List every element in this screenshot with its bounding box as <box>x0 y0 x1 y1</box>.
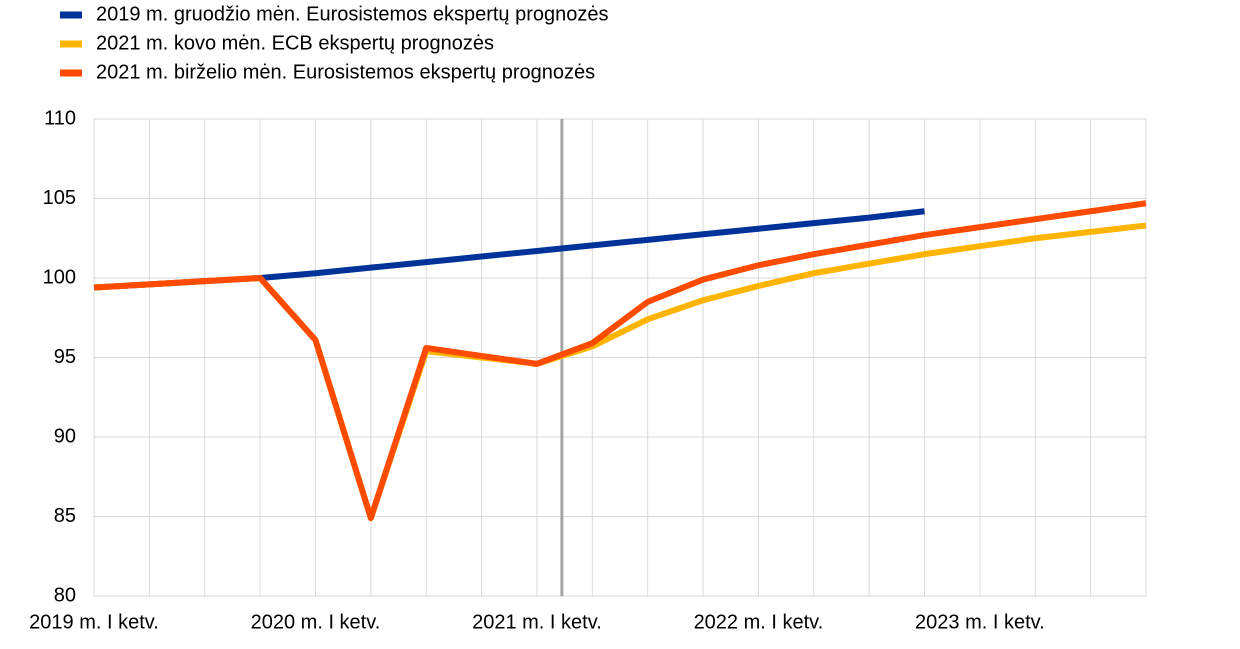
y-tick-label: 105 <box>43 187 76 209</box>
y-tick-label: 100 <box>43 266 76 288</box>
y-tick-label: 90 <box>54 425 76 447</box>
legend-label: 2021 m. kovo mėn. ECB ekspertų prognozės <box>96 32 494 54</box>
x-tick-label: 2022 m. I ketv. <box>694 611 824 633</box>
y-tick-label: 95 <box>54 346 76 368</box>
y-tick-label: 110 <box>44 107 76 129</box>
x-tick-label: 2021 m. I ketv. <box>472 611 602 633</box>
legend-swatch <box>60 40 82 48</box>
y-tick-label: 80 <box>54 584 76 606</box>
legend-label: 2021 m. birželio mėn. Eurosistemos ekspe… <box>96 61 595 83</box>
series-line <box>93 222 1147 522</box>
legend-swatch <box>60 11 82 19</box>
x-tick-label: 2019 m. I ketv. <box>29 611 159 633</box>
x-tick-label: 2023 m. I ketv. <box>915 611 1045 633</box>
series-line <box>93 200 1147 522</box>
x-tick-label: 2020 m. I ketv. <box>251 611 381 633</box>
legend-label: 2019 m. gruodžio mėn. Eurosistemos ekspe… <box>96 3 609 25</box>
y-tick-label: 85 <box>54 505 76 527</box>
legend-swatch <box>60 69 82 77</box>
